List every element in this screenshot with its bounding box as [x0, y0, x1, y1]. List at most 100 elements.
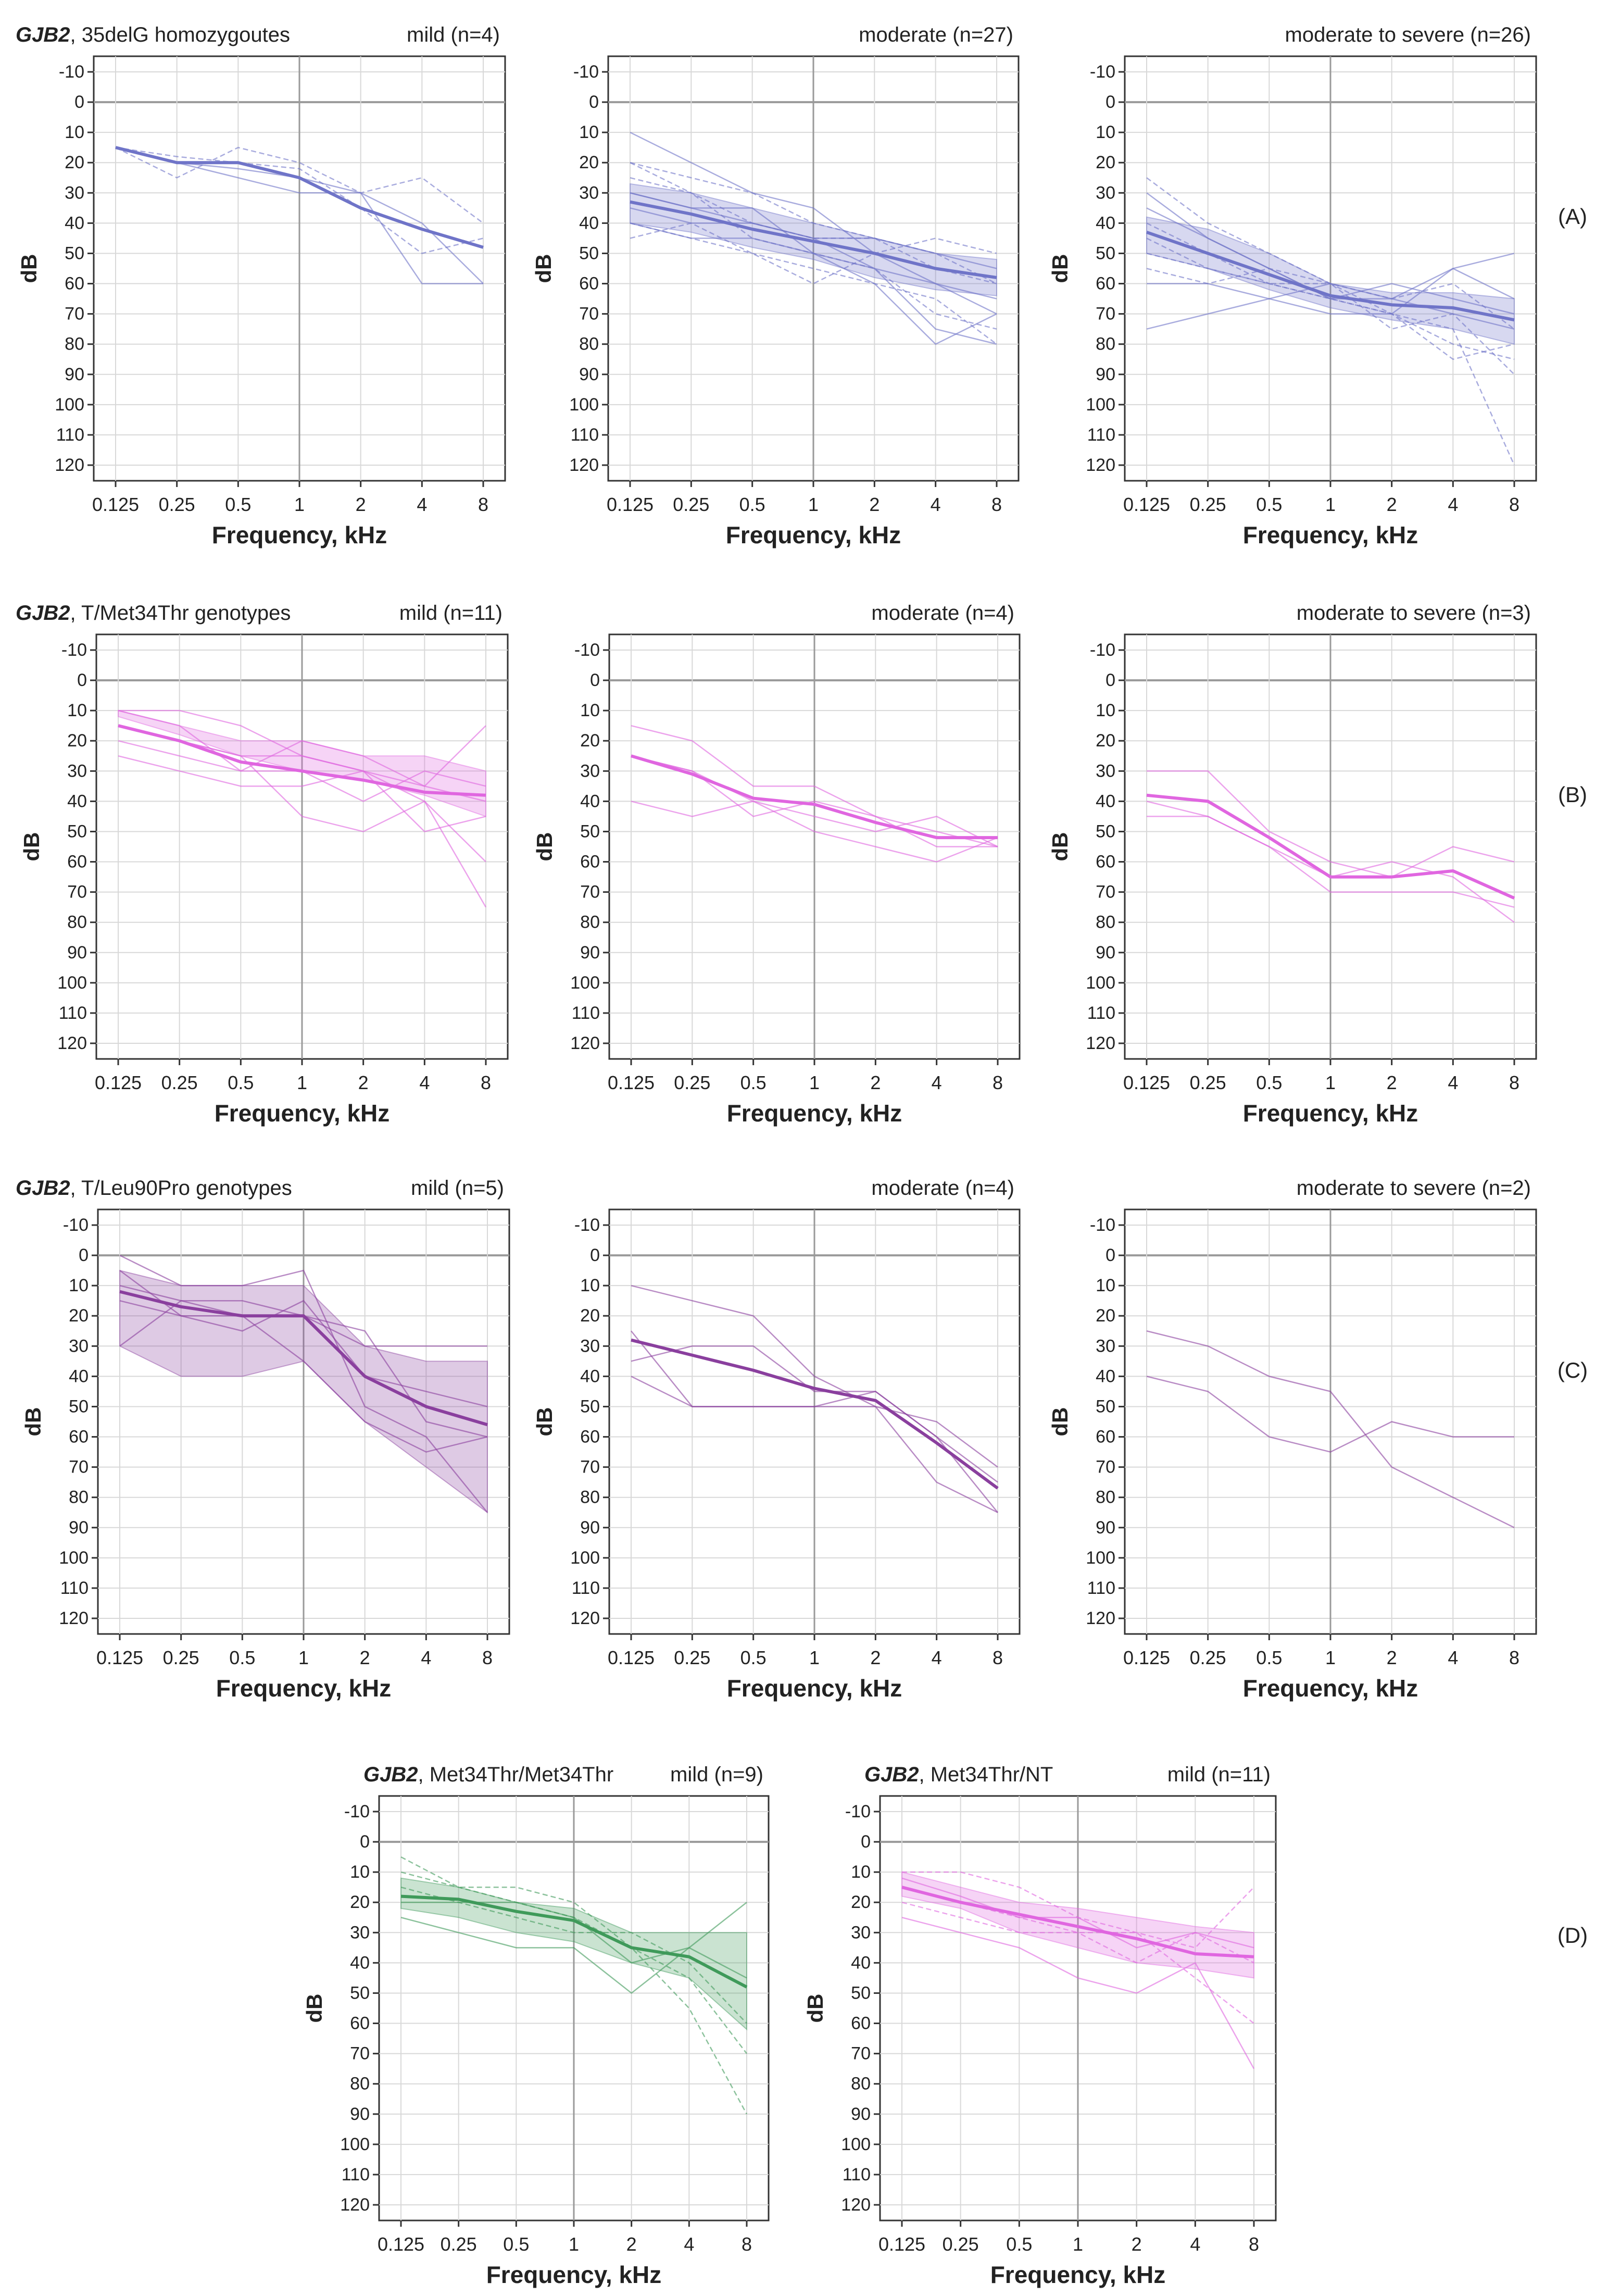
y-tick-label: 0: [1106, 1245, 1115, 1265]
y-tick-label: 90: [580, 1518, 600, 1538]
x-tick-label: 2: [869, 494, 880, 515]
y-tick-label: 10: [1096, 122, 1115, 142]
y-tick-label: 110: [59, 1003, 87, 1023]
panel-c3: -10 0 10 20 30 40 50 60 70 80 90 100 110 120 0.125 0.25…: [1048, 1177, 1537, 1702]
iqr-band: [118, 709, 486, 817]
y-tick-label: 50: [1096, 821, 1115, 841]
y-tick-label: 40: [67, 791, 87, 811]
y-tick-label: 80: [580, 913, 600, 932]
y-tick-label: 50: [580, 1396, 600, 1416]
x-tick-label: 0.5: [1256, 1647, 1282, 1668]
x-tick-label: 0.5: [740, 1072, 767, 1093]
panel-title: moderate (n=27): [859, 23, 1013, 46]
x-tick-label: 0.25: [674, 1647, 710, 1668]
y-tick-label: 30: [1096, 761, 1115, 781]
y-tick-label: 50: [69, 1396, 89, 1416]
y-tick-label: 80: [1096, 1488, 1115, 1507]
x-tick-label: 0.125: [95, 1072, 142, 1093]
y-tick-label: 120: [1086, 455, 1115, 475]
y-tick-label: 50: [851, 1983, 871, 2003]
x-tick-label: 0.25: [673, 494, 709, 515]
x-tick-label: 0.5: [503, 2233, 529, 2255]
x-tick-label: 0.5: [740, 1647, 767, 1668]
y-tick-label: 60: [851, 2014, 871, 2033]
y-tick-label: 80: [65, 334, 84, 354]
panel-title: mild (n=9): [670, 1763, 763, 1786]
y-tick-label: 10: [580, 701, 600, 720]
y-tick-label: 110: [1087, 1578, 1115, 1598]
panel-b3: -10 0 10 20 30 40 50 60 70 80 90 100 110 120 0.125 0.25…: [1048, 602, 1537, 1127]
genotype-heading: GJB2, Met34Thr/Met34Thr: [363, 1763, 613, 1786]
y-axis-label: dB: [532, 832, 557, 862]
panel-title: moderate to severe (n=26): [1285, 23, 1531, 46]
x-tick-label: 1: [809, 1072, 820, 1093]
x-tick-label: 1: [297, 1072, 307, 1093]
y-tick-label: 80: [350, 2074, 370, 2094]
individual-audiogram-line: [119, 1300, 488, 1407]
y-tick-label: 30: [67, 761, 87, 781]
x-tick-label: 0.25: [1190, 1647, 1226, 1668]
individual-audiogram-line: [631, 725, 998, 847]
y-tick-label: 30: [1096, 1336, 1115, 1356]
y-tick-label: 120: [570, 1608, 600, 1628]
x-tick-label: 8: [482, 1647, 493, 1668]
individual-audiogram-line: [631, 755, 998, 847]
x-tick-label: 0.25: [1190, 494, 1226, 515]
y-axis-label: dB: [1048, 254, 1072, 283]
y-tick-label: 30: [580, 761, 600, 781]
y-tick-label: 20: [579, 153, 599, 172]
y-axis-label: dB: [531, 254, 556, 283]
y-tick-label: 90: [67, 943, 87, 963]
y-tick-label: 70: [580, 882, 600, 902]
y-tick-label: 0: [589, 92, 599, 112]
y-tick-label: 100: [55, 395, 84, 415]
gene-name: GJB2: [16, 1177, 70, 1200]
y-tick-label: 110: [572, 1003, 600, 1023]
y-tick-label: 50: [579, 243, 599, 263]
y-tick-label: 70: [1096, 882, 1115, 902]
panel-a2: -10 0 10 20 30 40 50 60 70 80 90 100 110 120 0.125 0.25…: [531, 23, 1020, 548]
individual-audiogram-line: [115, 146, 484, 224]
x-tick-label: 1: [1325, 1647, 1336, 1668]
y-axis-label: dB: [803, 1994, 827, 2023]
y-tick-label: 60: [1096, 274, 1115, 294]
y-tick-label: 70: [350, 2044, 370, 2064]
y-tick-label: 10: [851, 1862, 871, 1882]
y-tick-label: 40: [1096, 791, 1115, 811]
panel-a1: -10 0 10 20 30 40 50 60 70 80 90 100 110 120 0.125 0.25…: [16, 23, 506, 548]
y-tick-label: 80: [1096, 334, 1115, 354]
x-tick-label: 4: [684, 2233, 694, 2255]
panel-title: moderate (n=4): [871, 1177, 1014, 1200]
x-tick-label: 1: [294, 494, 305, 515]
y-tick-label: 100: [1086, 1548, 1115, 1568]
y-tick-label: 20: [65, 153, 84, 172]
y-tick-label: 80: [1096, 913, 1115, 932]
y-tick-label: 110: [1087, 1003, 1115, 1023]
y-tick-label: 70: [579, 304, 599, 324]
genotype-heading: GJB2, Met34Thr/NT: [864, 1763, 1053, 1786]
y-tick-label: 120: [841, 2195, 871, 2215]
y-tick-label: 10: [1096, 701, 1115, 720]
y-tick-label: 100: [59, 1548, 89, 1568]
median-audiogram-line: [400, 1894, 748, 1989]
y-tick-label: 20: [1096, 1306, 1115, 1326]
y-tick-label: -10: [1090, 62, 1115, 82]
individual-audiogram-line: [631, 801, 998, 863]
gene-name: GJB2: [16, 602, 70, 625]
individual-audiogram-line: [631, 1284, 998, 1468]
x-tick-label: 2: [1387, 1072, 1397, 1093]
y-tick-label: 70: [1096, 304, 1115, 324]
y-tick-label: 120: [569, 455, 599, 475]
y-tick-label: 60: [65, 274, 84, 294]
x-tick-label: 0.25: [441, 2233, 477, 2255]
y-tick-label: 60: [579, 274, 599, 294]
x-tick-label: 2: [626, 2233, 637, 2255]
x-tick-label: 8: [481, 1072, 491, 1093]
y-tick-label: 70: [69, 1457, 89, 1477]
individual-audiogram-line: [1147, 770, 1515, 878]
y-tick-label: 20: [69, 1306, 89, 1326]
y-tick-label: 30: [851, 1923, 871, 1942]
y-axis-label: dB: [1048, 1407, 1072, 1437]
y-tick-label: 90: [1096, 1518, 1115, 1538]
